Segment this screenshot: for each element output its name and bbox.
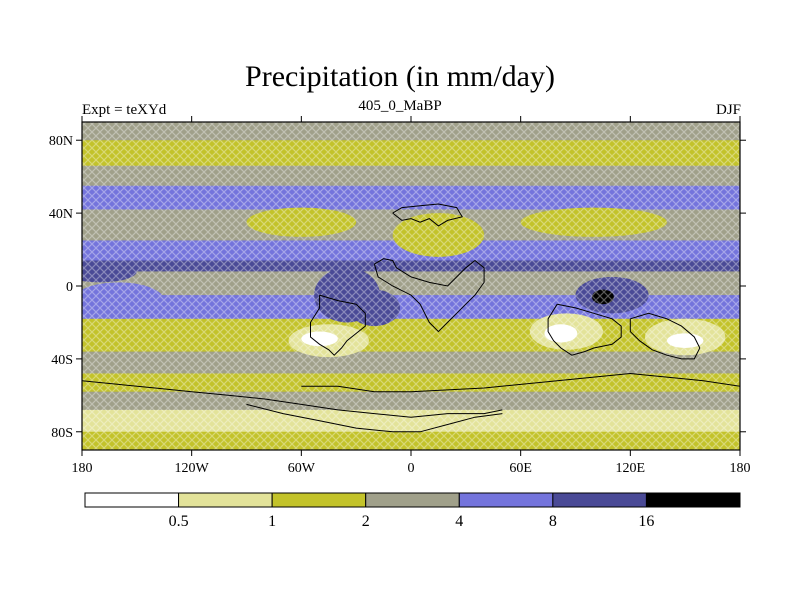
x-tick-label-5: 120E xyxy=(616,461,646,476)
coastline-3 xyxy=(547,303,622,356)
coastline-6 xyxy=(82,380,503,418)
colorbar-box-6 xyxy=(645,492,741,508)
colorbar-box-2 xyxy=(271,492,367,508)
colorbar-box-4 xyxy=(458,492,554,508)
coastline-5 xyxy=(301,372,740,393)
axes-ticks: 180 120W 60W 0 60E 120E 180 80N 40N 0 40S 80S xyxy=(49,116,751,476)
x-tick-label-2: 60W xyxy=(288,461,316,476)
coastline-7 xyxy=(246,403,503,433)
experiment-label: Expt = teXYd xyxy=(82,102,167,118)
colorbar-label-0: 0.5 xyxy=(169,513,189,530)
coastline-0 xyxy=(392,203,463,227)
colorbar: 0.5 1 2 4 8 16 xyxy=(84,492,741,530)
coastline-4 xyxy=(629,312,701,360)
x-tick-label-4: 60E xyxy=(509,461,532,476)
x-tick-label-6: 180 xyxy=(730,461,751,476)
colorbar-box-1 xyxy=(178,492,273,508)
colorbar-label-4: 8 xyxy=(549,513,557,530)
chart-title: Precipitation (in mm/day) xyxy=(245,60,555,93)
x-tick-label-3: 0 xyxy=(408,461,415,476)
y-tick-label-2: 0 xyxy=(66,280,73,295)
x-tick-label-1: 120W xyxy=(175,461,210,476)
coastline-2 xyxy=(310,294,366,356)
coastlines xyxy=(82,203,740,433)
period-label: 405_0_MaBP xyxy=(358,98,442,114)
colorbar-label-1: 1 xyxy=(268,513,276,530)
y-tick-label-4: 80S xyxy=(51,426,73,441)
y-tick-label-3: 40S xyxy=(51,353,73,368)
colorbar-label-5: 16 xyxy=(638,513,654,530)
colorbar-box-3 xyxy=(365,492,460,508)
colorbar-box-5 xyxy=(552,492,647,508)
y-tick-label-1: 40N xyxy=(49,207,73,222)
coastline-1 xyxy=(373,258,485,333)
hatch-overlay xyxy=(82,122,740,450)
colorbar-label-3: 4 xyxy=(455,513,463,530)
x-tick-label-0: 180 xyxy=(72,461,93,476)
y-tick-label-0: 80N xyxy=(49,134,73,149)
season-label: DJF xyxy=(715,102,741,118)
colorbar-label-2: 2 xyxy=(362,513,370,530)
colorbar-box-0 xyxy=(84,492,180,508)
